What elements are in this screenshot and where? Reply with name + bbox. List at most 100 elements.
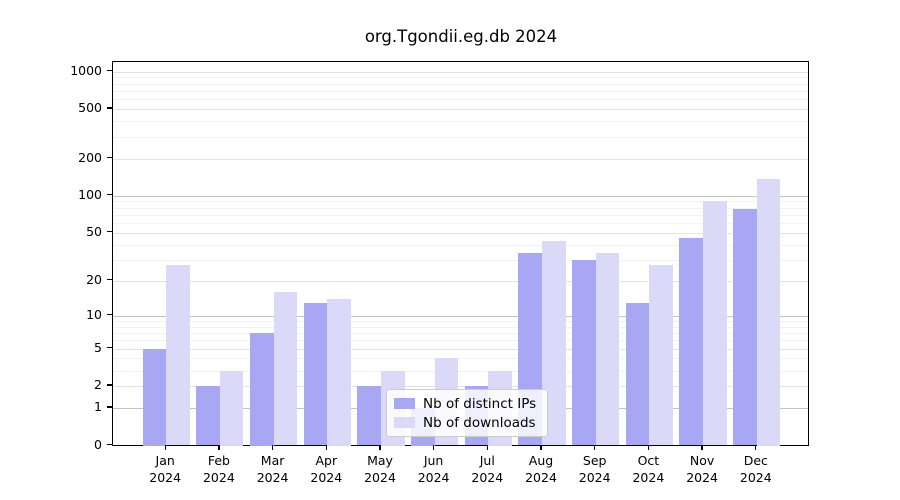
major-gridline <box>113 348 809 350</box>
legend-item: Nb of downloads <box>394 415 540 431</box>
x-tick <box>701 444 703 450</box>
x-tick <box>540 444 542 450</box>
minor-gridline <box>113 77 809 79</box>
x-tick <box>755 444 757 450</box>
major-gridline <box>113 386 809 388</box>
y-tick <box>107 69 113 72</box>
x-tick <box>164 444 166 450</box>
major-gridline <box>113 71 809 73</box>
x-tick-label: Jun 2024 <box>417 452 450 485</box>
bar-distinct-ips-may <box>357 386 381 446</box>
y-tick <box>107 443 113 446</box>
x-tick <box>218 444 220 450</box>
legend-swatch-distinct-ips <box>394 398 415 409</box>
bar-downloads-feb <box>219 370 244 446</box>
bar-downloads-nov <box>703 201 727 446</box>
minor-gridline <box>113 244 809 246</box>
x-tick-label: Jul 2024 <box>471 452 504 485</box>
bar-distinct-ips-apr <box>303 302 328 446</box>
chart-title: org.Tgondii.eg.db 2024 <box>364 27 558 46</box>
minor-gridline <box>113 99 809 101</box>
x-tick <box>594 444 596 450</box>
y-tick <box>107 346 113 349</box>
x-tick <box>432 444 435 450</box>
minor-gridline <box>113 136 809 138</box>
bar-distinct-ips-mar <box>249 333 274 446</box>
y-tick-label: 100 <box>78 186 102 202</box>
x-tick-label: Aug 2024 <box>525 452 557 485</box>
legend-label: Nb of distinct IPs <box>423 395 537 412</box>
y-tick <box>107 406 113 408</box>
minor-gridline <box>113 90 809 92</box>
bar-distinct-ips-feb <box>196 386 220 446</box>
y-tick-label: 500 <box>78 100 102 116</box>
x-tick <box>271 444 274 450</box>
x-tick-label: Oct 2024 <box>632 452 665 485</box>
minor-gridline <box>113 207 809 209</box>
bar-distinct-ips-nov <box>679 238 704 446</box>
x-tick <box>647 444 650 450</box>
plot-area <box>112 60 810 446</box>
major-gridline <box>113 109 809 111</box>
y-tick-label: 50 <box>86 223 102 239</box>
y-tick-label: 0 <box>94 436 102 452</box>
bar-distinct-ips-jan <box>142 348 167 446</box>
y-tick-label: 1000 <box>70 62 102 78</box>
minor-gridline <box>113 259 809 261</box>
y-tick <box>107 156 113 159</box>
y-tick <box>107 384 113 386</box>
x-tick <box>325 444 327 450</box>
x-tick-label: Mar 2024 <box>256 452 289 485</box>
y-tick <box>107 231 113 233</box>
x-tick-label: Sep 2024 <box>578 452 611 485</box>
bar-downloads-oct <box>649 265 673 446</box>
legend-label: Nb of downloads <box>423 414 536 431</box>
y-tick <box>107 107 113 109</box>
major-gridline <box>113 315 809 317</box>
y-tick-label: 5 <box>94 339 102 355</box>
minor-gridline <box>113 201 809 203</box>
minor-gridline <box>113 333 809 334</box>
legend-item: Nb of distinct IPs <box>394 396 540 412</box>
legend-swatch-downloads <box>394 417 415 428</box>
minor-gridline <box>113 83 809 85</box>
x-tick-label: May 2024 <box>364 452 396 485</box>
x-tick-label: Jan 2024 <box>149 452 182 485</box>
legend: Nb of distinct IPs Nb of downloads <box>386 389 548 437</box>
minor-gridline <box>113 223 809 224</box>
bar-downloads-jan <box>166 265 190 446</box>
bar-downloads-sep <box>595 253 620 446</box>
y-tick <box>107 279 113 281</box>
major-gridline <box>113 232 809 234</box>
y-tick-label: 200 <box>78 149 102 165</box>
x-tick-label: Nov 2024 <box>686 452 718 485</box>
y-tick <box>107 194 113 196</box>
bar-distinct-ips-dec <box>733 209 757 446</box>
minor-gridline <box>113 326 809 328</box>
minor-gridline <box>113 370 809 372</box>
bar-downloads-mar <box>273 292 298 446</box>
minor-gridline <box>113 320 809 322</box>
x-tick <box>486 444 488 450</box>
major-gridline <box>113 195 809 197</box>
y-tick-label: 2 <box>94 377 102 393</box>
x-tick-label: Feb 2024 <box>202 452 235 485</box>
y-tick-label: 10 <box>86 306 102 322</box>
minor-gridline <box>113 358 809 360</box>
bar-distinct-ips-sep <box>572 259 596 446</box>
bar-downloads-apr <box>327 299 351 446</box>
minor-gridline <box>113 214 809 216</box>
y-tick-label: 20 <box>86 271 102 287</box>
x-tick-label: Dec 2024 <box>739 452 772 485</box>
y-tick-label: 1 <box>94 399 102 414</box>
major-gridline <box>113 280 809 282</box>
minor-gridline <box>113 121 809 123</box>
bar-downloads-dec <box>756 178 781 446</box>
x-tick <box>379 444 381 450</box>
x-tick-label: Apr 2024 <box>310 452 343 485</box>
major-gridline <box>113 158 809 160</box>
y-tick <box>107 314 113 316</box>
minor-gridline <box>113 340 809 342</box>
bar-distinct-ips-oct <box>625 302 650 446</box>
